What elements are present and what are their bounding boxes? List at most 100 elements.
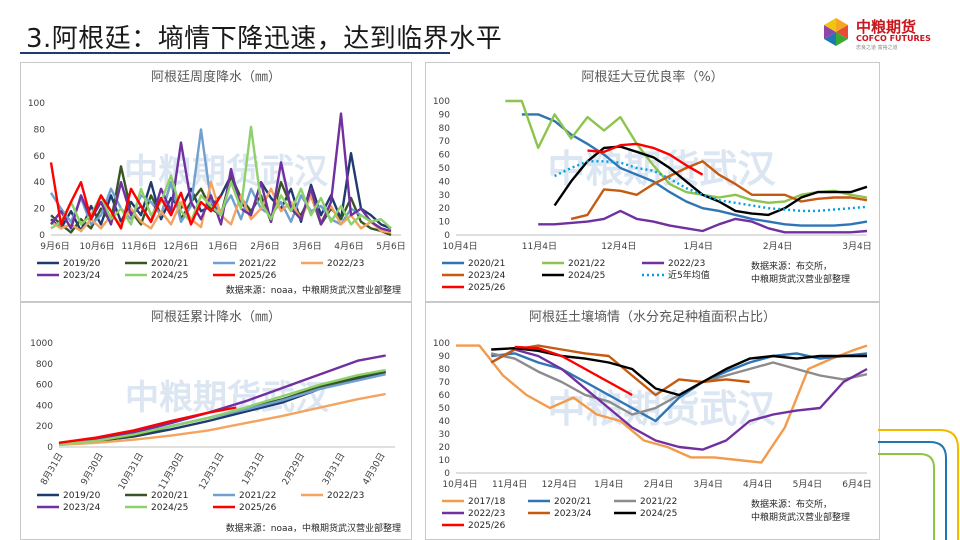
legend-label: 2025/26 [468,521,506,531]
x-tick-label: 5月6日 [376,241,405,252]
y-tick-label: 30 [439,191,451,201]
legend-label: 2022/23 [468,509,505,519]
legend-label: 2021/22 [640,497,677,507]
y-tick-label: 0 [444,231,450,241]
legend-label: 2023/24 [554,509,592,519]
legend-label: 2022/23 [327,259,364,269]
corner-decoration [878,429,959,540]
y-tick-label: 60 [34,152,46,162]
x-tick-label: 2月4日 [644,479,673,490]
y-tick-label: 100 [28,99,45,109]
x-tick-label: 12月6日 [163,241,198,252]
x-tick-label: 4月4日 [743,479,772,490]
x-tick-label: 12月31日 [197,451,227,492]
y-tick-label: 10 [439,218,451,228]
series-line [58,392,386,447]
x-tick-label: 4月30日 [360,451,387,487]
y-tick-label: 50 [439,404,451,414]
chart-soy-good-excellent: 中粮期货武汉 阿根廷大豆优良率（%） 0 10 20 30 40 50 60 70 80 90 100 1… [433,69,872,293]
source-text: 数据来源：布交所， [751,260,832,272]
legend-label: 2021/22 [568,259,605,269]
y-tick-label: 800 [36,360,53,370]
legend-label: 2024/25 [568,271,605,281]
y-tick-label: 40 [439,177,451,187]
y-tick-label: 200 [36,422,53,432]
legend-label: 2022/23 [327,491,364,501]
x-tick-label: 11月30日 [156,451,186,492]
x-tick-label: 3月31日 [320,451,347,487]
series-line [554,160,868,213]
y-tick-label: 100 [433,97,450,107]
x-tick-label: 10月4日 [442,479,477,490]
x-tick-label: 11月4日 [522,241,557,252]
x-tick-label: 10月31日 [116,451,146,492]
series-line [50,112,392,233]
x-tick-label: 3月4日 [842,241,871,252]
legend-label: 2020/21 [151,259,188,269]
x-tick-label: 9月6日 [40,241,69,252]
legend-label: 近5年均值 [668,269,710,281]
y-tick-label: 40 [439,417,451,427]
x-tick-label: 10月4日 [442,241,477,252]
y-tick-label: 1000 [30,339,53,349]
x-tick-label: 4月6日 [334,241,363,252]
legend-label: 2020/21 [151,491,188,501]
y-tick-label: 80 [439,365,451,375]
legend-label: 2020/21 [468,259,505,269]
x-tick-label: 9月30日 [79,451,106,487]
x-tick-label: 1月4日 [594,479,623,490]
y-tick-label: 100 [433,339,450,349]
panel-soy-good-excellent: 中粮期货武汉 阿根廷大豆优良率（%） 0 10 20 30 40 50 60 70 80 90 100 1… [425,62,880,302]
legend-label: 2025/26 [468,283,506,293]
chart-title: 阿根廷大豆优良率（%） [581,69,723,85]
y-tick-label: 0 [47,443,53,453]
series-line [521,113,868,227]
series-line [49,162,223,230]
legend-label: 2025/26 [239,503,277,513]
y-tick-label: 90 [439,352,451,362]
series-line [587,142,704,176]
x-tick-label: 10月6日 [79,241,114,252]
series-line [50,125,392,230]
y-tick-label: 400 [36,401,53,411]
watermark: 中粮期货武汉 [547,147,776,191]
series-line [58,406,237,444]
source-text: 数据来源：布交所， [751,498,832,510]
x-tick-label: 1月31日 [240,451,267,487]
source-text: 中粮期货武汉营业部整理 [751,511,850,523]
series-line [456,344,868,464]
y-tick-label: 20 [439,204,451,214]
y-tick-label: 30 [439,430,451,440]
legend-label: 2023/24 [63,271,101,281]
panel-weekly-precip: 中粮期货武汉 阿根廷周度降水（㎜） 0 20 40 60 80 100 9月6日 10月6日 11月… [20,62,412,302]
logo-tagline: 忠良之道 富裕之道 [856,45,898,51]
x-tick-label: 1月4日 [683,241,712,252]
series-line [570,160,868,221]
y-tick-label: 80 [34,125,46,135]
chart-soil-moisture: 中粮期货武汉阿根廷土壤墒情（水分充足种植面积占比）010203040506070… [433,309,872,531]
y-tick-label: 70 [439,137,451,147]
legend-label: 2025/26 [239,271,277,281]
x-tick-label: 2月4日 [763,241,792,252]
legend-label: 2024/25 [151,503,188,513]
y-tick-label: 10 [439,456,451,466]
series-line [58,354,386,446]
panel-soil-moisture: 中粮期货武汉 阿根廷土壤墒情（水分充足种植面积占比） 0 10 20 30 40 50 60 70… [425,302,880,540]
y-tick-label: 40 [34,178,46,188]
x-tick-label: 3月6日 [292,241,321,252]
panel-cumulative-precip: 中粮期货武汉 阿根廷累计降水（㎜） 0 200 400 600 800 1000 8月31日 9月… [20,302,412,540]
series-line [491,352,868,423]
chart-title: 阿根廷周度降水（㎜） [151,69,281,85]
cofco-logo: 中粮期货 COFCO FUTURES 忠良之道 富裕之道 [820,14,940,54]
y-tick-label: 50 [439,164,451,174]
page-title: 3.阿根廷：墒情下降迅速，达到临界水平 [26,24,503,54]
x-tick-label: 12月4日 [542,479,577,490]
y-tick-label: 90 [439,110,451,120]
y-tick-label: 60 [439,151,451,161]
series-line [514,345,633,397]
logo-text-cn: 中粮期货 [856,18,917,36]
chart-title: 阿根廷土壤墒情（水分充足种植面积占比） [529,309,776,325]
legend-label: 2023/24 [63,503,101,513]
y-tick-label: 60 [439,391,451,401]
